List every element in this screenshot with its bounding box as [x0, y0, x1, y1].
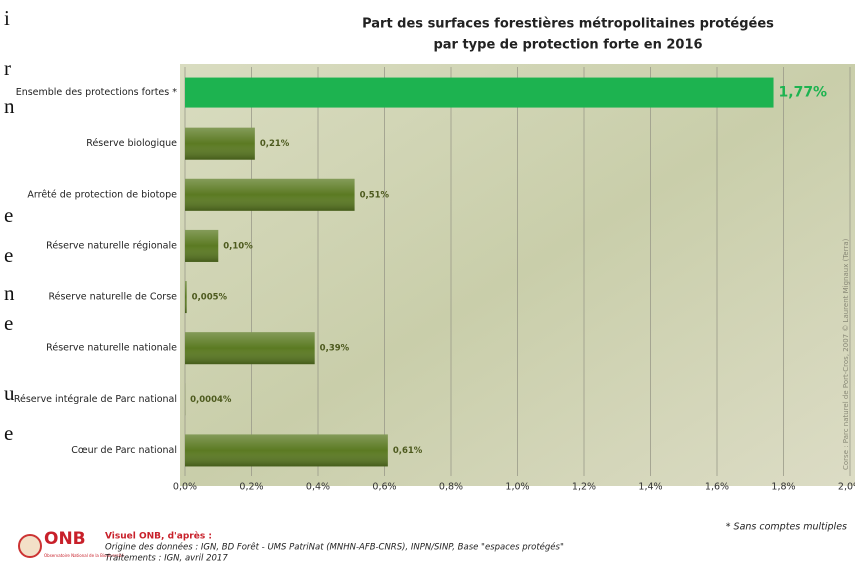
source-line: Origine des données : IGN, BD Forêt - UM… — [105, 542, 564, 553]
bar-shade — [185, 229, 219, 262]
side-fragment: n — [4, 281, 15, 305]
y-tick-label: Réserve naturelle régionale — [46, 240, 177, 251]
side-fragment: e — [4, 311, 13, 335]
y-tick-label: Réserve biologique — [86, 138, 177, 149]
y-tick-label: Réserve naturelle nationale — [46, 343, 177, 354]
value-label: 1,77% — [779, 85, 828, 101]
side-fragment: n — [4, 94, 15, 118]
value-label: 0,21% — [260, 139, 290, 149]
photo-credit: Corse : Parc naturel de Port-Cros, 2007 … — [842, 238, 850, 470]
logo-icon — [18, 534, 42, 558]
x-tick-label: 0,2% — [239, 482, 263, 493]
value-label: 0,005% — [192, 293, 228, 303]
y-tick-label: Réserve naturelle de Corse — [48, 292, 177, 303]
x-tick-label: 0,0% — [173, 482, 197, 493]
bar-shade — [185, 332, 315, 365]
side-fragment: i — [4, 6, 10, 30]
source-line: Traitements : IGN, avril 2017 — [105, 554, 228, 564]
bar-shade — [185, 434, 388, 467]
side-fragment: e — [4, 421, 13, 445]
footnote: * Sans comptes multiples — [726, 522, 847, 533]
value-label: 0,51% — [360, 190, 390, 200]
x-tick-label: 0,8% — [439, 482, 463, 493]
x-tick-label: 0,6% — [372, 482, 396, 493]
source-line: Visuel ONB, d'après : — [105, 531, 212, 542]
logo: ONB — [44, 529, 86, 549]
value-label: 0,61% — [393, 446, 423, 456]
bar-shade — [185, 178, 355, 211]
side-fragment: e — [4, 203, 13, 227]
side-fragment: u — [4, 381, 15, 405]
side-fragment: e — [4, 243, 13, 267]
chart-title: Part des surfaces forestières métropolit… — [362, 17, 774, 32]
bar-shade — [185, 127, 255, 160]
y-tick-label: Cœur de Parc national — [71, 445, 177, 456]
source: ONB Observatoire National de la Biodiver… — [18, 529, 564, 564]
x-tick-label: 1,0% — [505, 482, 529, 493]
x-tick-label: 1,2% — [572, 482, 596, 493]
value-label: 0,39% — [320, 344, 350, 354]
bar — [185, 77, 774, 108]
x-tick-label: 1,8% — [771, 482, 795, 493]
x-tick-label: 1,6% — [705, 482, 729, 493]
value-label: 0,0004% — [190, 395, 232, 405]
x-tick-label: 2,0% — [838, 482, 855, 493]
y-tick-label: Réserve intégrale de Parc national — [14, 394, 177, 405]
x-tick-label: 1,4% — [638, 482, 662, 493]
bar-shade — [185, 281, 187, 314]
y-tick-label: Arrêté de protection de biotope — [27, 189, 177, 200]
y-tick-label: Ensemble des protections fortes * — [16, 87, 178, 98]
chart-title: par type de protection forte en 2016 — [433, 38, 702, 53]
logo-sub: Observatoire National de la Biodiversité — [44, 553, 124, 558]
side-fragment: r — [4, 56, 11, 80]
x-tick-label: 0,4% — [306, 482, 330, 493]
value-label: 0,10% — [223, 241, 253, 251]
